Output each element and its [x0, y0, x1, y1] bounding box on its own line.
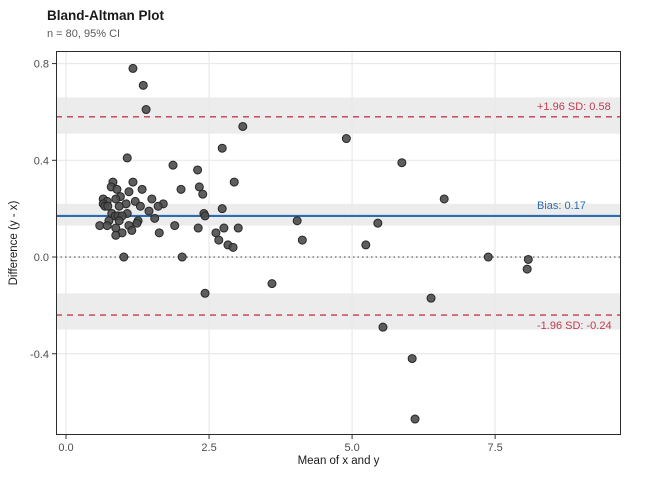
data-point — [194, 182, 204, 192]
data-point — [426, 293, 436, 303]
data-point — [128, 63, 138, 73]
chart-subtitle: n = 80, 95% CI — [47, 28, 121, 40]
data-point — [214, 235, 224, 245]
x-tick-label: 2.5 — [201, 442, 216, 454]
bias-ci-band — [56, 203, 621, 226]
data-point — [102, 221, 112, 231]
y-axis-title: Difference (y - x) — [8, 200, 20, 286]
data-point — [153, 201, 163, 211]
bias-label: Bias: 0.17 — [537, 199, 586, 212]
data-point — [410, 414, 420, 424]
data-point — [238, 121, 248, 131]
data-point — [135, 201, 145, 211]
data-point — [198, 189, 208, 199]
data-point — [111, 230, 121, 240]
data-point — [176, 184, 186, 194]
data-point — [378, 322, 388, 332]
data-point — [407, 354, 417, 364]
y-tick-label: -0.4 — [30, 349, 49, 361]
data-point — [523, 254, 533, 264]
data-point — [111, 194, 121, 204]
chart-title: Bland-Altman Plot — [47, 8, 164, 23]
data-point — [397, 158, 407, 168]
lower-loa-label: -1.96 SD: -0.24 — [537, 320, 612, 333]
data-point — [128, 177, 138, 187]
data-point — [122, 153, 132, 163]
data-point — [200, 211, 210, 221]
y-tick-label: 0.4 — [34, 155, 49, 167]
y-tick-label: 0.8 — [34, 59, 49, 71]
data-point — [119, 252, 129, 262]
data-point — [217, 204, 227, 214]
data-point — [361, 240, 371, 250]
data-point — [193, 165, 203, 175]
data-point — [219, 223, 229, 233]
data-point — [147, 194, 157, 204]
data-point — [138, 80, 148, 90]
data-point — [233, 223, 243, 233]
data-point — [522, 264, 532, 274]
panel-border — [56, 51, 621, 435]
data-point — [193, 223, 203, 233]
data-point — [154, 228, 164, 238]
x-tick-label: 5.0 — [344, 442, 359, 454]
data-point — [373, 218, 383, 228]
x-tick-label: 0.0 — [58, 442, 73, 454]
data-point — [144, 206, 154, 216]
data-point — [127, 225, 137, 235]
data-point — [177, 252, 187, 262]
data-point — [112, 184, 122, 194]
data-point — [267, 279, 277, 289]
data-point — [114, 201, 124, 211]
data-point — [228, 242, 238, 252]
y-tick-label: 0.0 — [34, 252, 49, 264]
data-point — [341, 134, 351, 144]
upper-loa-label: +1.96 SD: 0.58 — [537, 100, 611, 113]
data-point — [217, 143, 227, 153]
data-point — [103, 201, 113, 211]
data-point — [200, 288, 210, 298]
upper_loa-ci-band — [56, 97, 621, 134]
data-point — [483, 252, 493, 262]
data-point — [297, 235, 307, 245]
lower_loa-ci-band — [56, 293, 621, 330]
data-point — [141, 105, 151, 115]
data-point — [132, 218, 142, 228]
data-point — [229, 177, 239, 187]
data-point — [114, 216, 124, 226]
x-axis-title: Mean of x and y — [297, 455, 380, 467]
data-point — [439, 194, 449, 204]
x-tick-label: 7.5 — [487, 442, 502, 454]
data-point — [137, 184, 147, 194]
data-point — [124, 187, 134, 197]
data-point — [95, 221, 105, 231]
data-point — [170, 221, 180, 231]
data-point — [292, 216, 302, 226]
data-point — [150, 213, 160, 223]
data-point — [168, 160, 178, 170]
